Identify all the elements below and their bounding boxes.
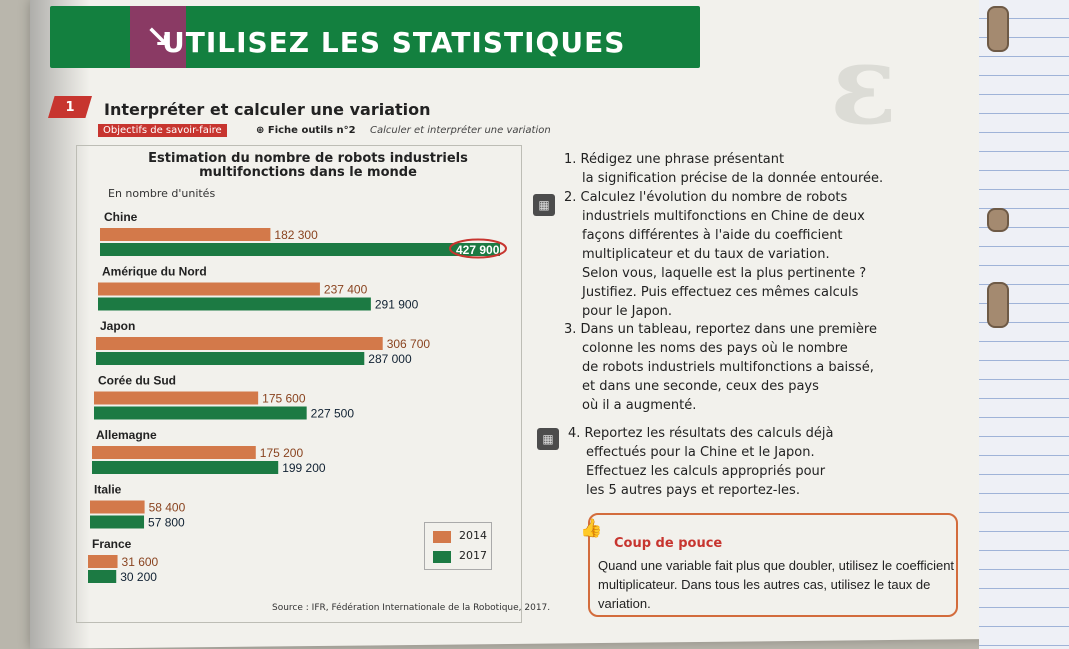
- question-line: pour le Japon.: [582, 304, 673, 319]
- question-line: Dans un tableau, reportez dans une premi…: [580, 322, 877, 337]
- question-line: de robots industriels multifonctions a b…: [582, 360, 874, 375]
- data-label: 58 400: [149, 501, 186, 515]
- bar-2014: [100, 228, 271, 241]
- question-line: façons différentes à l'aide du coefficie…: [582, 228, 843, 243]
- question-line: Calculez l'évolution du nombre de robots: [580, 190, 848, 205]
- bar-2017: [94, 406, 307, 420]
- bar-2014: [96, 337, 383, 350]
- calculator-icon: ▦: [537, 428, 559, 450]
- page-title: UTILISEZ LES STATISTIQUES: [162, 26, 626, 59]
- question-line: Rédigez une phrase présentant: [580, 152, 785, 167]
- data-label: 306 700: [387, 337, 431, 351]
- highlight-circle: [449, 238, 507, 259]
- question-line: industriels multifonctions en Chine de d…: [582, 209, 865, 224]
- thumbs-up-icon: 👍: [580, 518, 603, 539]
- tip-text: Quand une variable fait plus que doubler…: [598, 558, 955, 611]
- question-line: Selon vous, laquelle est la plus pertine…: [582, 266, 867, 281]
- category-label: Japon: [100, 319, 135, 333]
- data-label: 57 800: [148, 516, 185, 530]
- bar-2017: [96, 352, 365, 365]
- section-title: Interpréter et calculer une variation: [104, 100, 431, 119]
- binder-ring: [987, 6, 1009, 52]
- data-label: 199 200: [282, 461, 326, 475]
- question-line: colonne les noms des pays où le nombre: [582, 341, 848, 356]
- data-label: 227 500: [311, 407, 355, 421]
- tip-title: Coup de pouce: [614, 536, 723, 551]
- header-band: ↘ UTILISEZ LES STATISTIQUES: [50, 6, 700, 68]
- question-line: la signification précise de la donnée en…: [582, 171, 884, 186]
- category-label: France: [92, 537, 132, 551]
- question-line: où il a augmenté.: [582, 398, 697, 413]
- chart-unit: En nombre d'unités: [108, 187, 216, 200]
- binder-ring: [987, 282, 1009, 328]
- category-label: Italie: [94, 483, 122, 497]
- question-line: multiplicateur et du taux de variation.: [582, 247, 830, 262]
- question-number: 2.: [564, 190, 577, 205]
- fiche-label: Fiche outils n°2: [267, 125, 356, 136]
- data-label: 287 000: [368, 352, 412, 366]
- bar-2017: [90, 515, 145, 529]
- binder-ring: [987, 208, 1009, 232]
- bar-2017: [88, 570, 117, 583]
- bar-2017: [98, 297, 371, 311]
- question-line: Reportez les résultats des calculs déjà: [584, 426, 834, 441]
- category-label: Chine: [104, 210, 138, 224]
- section-number: 1: [48, 96, 92, 118]
- question-line: Justifiez. Puis effectuez ces mêmes calc…: [582, 285, 859, 300]
- data-label: 30 200: [120, 570, 157, 584]
- question-number: 3.: [564, 322, 577, 337]
- chart-frame: [76, 145, 522, 623]
- decorative-letter: ε: [830, 20, 897, 149]
- question-3: 3. Dans un tableau, reportez dans une pr…: [564, 320, 944, 415]
- question-2: 2. Calculez l'évolution du nombre de rob…: [564, 188, 944, 321]
- tip-box: [588, 513, 958, 617]
- bar-2014: [90, 500, 145, 514]
- bar-2017: [100, 243, 500, 256]
- calculator-icon: ▦: [533, 194, 555, 216]
- question-4: 4. Reportez les résultats des calculs dé…: [568, 424, 948, 500]
- data-label: 175 200: [260, 446, 304, 460]
- question-number: 4.: [568, 426, 581, 441]
- legend-swatch-2017: [433, 551, 451, 563]
- bar-2017: [92, 461, 279, 474]
- question-line: et dans une seconde, ceux des pays: [582, 379, 819, 394]
- data-label: 291 900: [375, 298, 419, 312]
- bar-2014: [92, 446, 256, 459]
- category-label: Allemagne: [96, 428, 157, 442]
- chart-legend: 2014 2017: [424, 522, 492, 570]
- question-line: les 5 autres pays et reportez-les.: [586, 483, 800, 498]
- legend-label-2017: 2017: [459, 549, 487, 562]
- question-number: 1.: [564, 152, 577, 167]
- question-line: effectués pour la Chine et le Japon.: [586, 445, 815, 460]
- data-label: 237 400: [324, 283, 368, 297]
- bar-2014: [94, 391, 259, 405]
- question-line: Effectuez les calculs appropriés pour: [586, 464, 826, 479]
- chart-title: Estimation du nombre de robots industrie…: [148, 151, 468, 180]
- objective-text: Calculer et interpréter une variation: [370, 125, 551, 136]
- binder-paper: [979, 0, 1069, 649]
- objectives-tag: Objectifs de savoir-faire: [98, 124, 227, 137]
- bar-2014: [98, 282, 320, 296]
- bar-2014: [88, 555, 118, 568]
- category-label: Amérique du Nord: [102, 265, 207, 279]
- fiche-link[interactable]: ⊕ Fiche outils n°2: [256, 125, 356, 136]
- data-label: 427 900: [456, 243, 500, 257]
- category-label: Corée du Sud: [98, 374, 176, 388]
- legend-swatch-2014: [433, 531, 451, 543]
- chart-source: Source : IFR, Fédération Internationale …: [272, 603, 551, 613]
- legend-label-2014: 2014: [459, 529, 487, 542]
- arrow-down-right-icon: ↘: [130, 6, 186, 68]
- data-label: 31 600: [122, 555, 159, 569]
- data-label: 182 300: [274, 228, 318, 242]
- question-1: 1. Rédigez une phrase présentant la sign…: [564, 150, 944, 188]
- data-label: 175 600: [262, 392, 306, 406]
